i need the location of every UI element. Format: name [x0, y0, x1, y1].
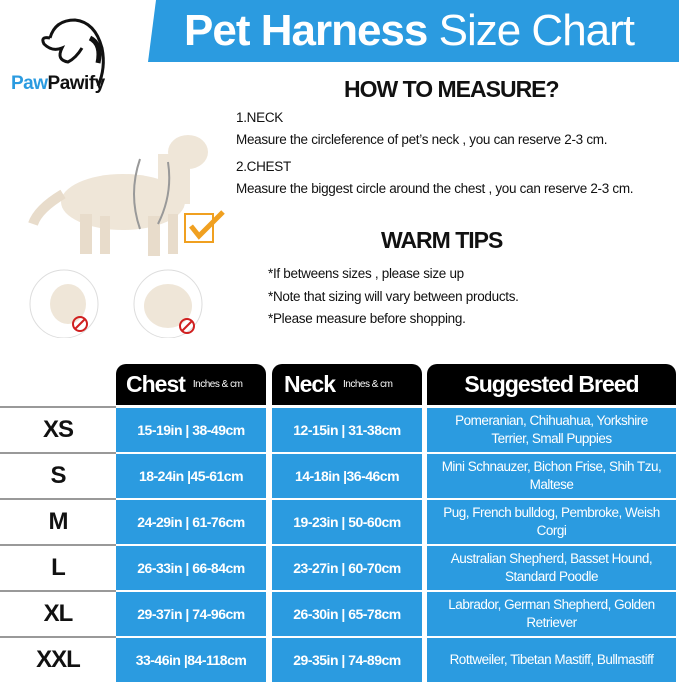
chest-cell: 18-24in |45-61cm: [116, 454, 266, 498]
breed-cell: Pomeranian, Chihuahua, Yorkshire Terrier…: [427, 408, 676, 452]
neck-label: 1.NECK: [236, 110, 283, 125]
brand-part1: Paw: [11, 73, 48, 94]
how-to-measure-heading: HOW TO MEASURE?: [344, 76, 560, 102]
neck-cell: 26-30in | 65-78cm: [272, 592, 422, 636]
tip-item: *Note that sizing will vary between prod…: [268, 289, 519, 304]
row-divider: [0, 406, 116, 408]
column-header-neck: Neck Inches & cm: [272, 364, 422, 405]
chest-cell: 15-19in | 38-49cm: [116, 408, 266, 452]
chest-cell: 24-29in | 61-76cm: [116, 500, 266, 544]
header-unit: Inches & cm: [192, 379, 243, 390]
brand-logo: PawPawify: [11, 73, 105, 95]
wrong-neck-photo: [29, 269, 99, 338]
chest-cell: 33-46in |84-118cm: [116, 638, 266, 682]
chest-cell: 29-37in | 74-96cm: [116, 592, 266, 636]
neck-instructions: Measure the circleference of pet’s neck …: [236, 132, 608, 147]
brand-part2: Pawify: [47, 73, 106, 94]
title-light: Size Chart: [438, 6, 635, 55]
breed-cell: Australian Shepherd, Basset Hound, Stand…: [427, 546, 676, 590]
column-header-chest: Chest Inches & cm: [116, 364, 266, 405]
title-bold: Pet Harness: [184, 6, 428, 55]
row-divider: [0, 590, 116, 592]
size-label: M: [48, 508, 69, 535]
size-label: XS: [42, 416, 74, 443]
tip-item: *If betweens sizes , please size up: [268, 266, 464, 281]
page-title: Pet Harness Size Chart: [184, 6, 635, 56]
breed-cell: Mini Schnauzer, Bichon Frise, Shih Tzu, …: [427, 454, 676, 498]
neck-cell: 12-15in | 31-38cm: [272, 408, 422, 452]
breed-cell: Labrador, German Shepherd, Golden Retrie…: [427, 592, 676, 636]
warm-tips-heading: WARM TIPS: [381, 227, 503, 253]
chest-instructions: Measure the biggest circle around the ch…: [236, 181, 634, 196]
size-label: XL: [43, 600, 74, 627]
header-label: Chest: [126, 371, 186, 397]
breed-cell: Pug, French bulldog, Pembroke, Weish Cor…: [427, 500, 676, 544]
wrong-chest-photo: [133, 269, 203, 338]
check-icon: [184, 210, 225, 243]
title-banner: [148, 0, 679, 62]
size-label: S: [50, 462, 66, 489]
column-header-breed: Suggested Breed: [427, 364, 676, 405]
dog-logo-icon: [41, 18, 105, 87]
row-divider: [0, 544, 116, 546]
neck-cell: 29-35in | 74-89cm: [272, 638, 422, 682]
chest-label: 2.CHEST: [236, 159, 291, 174]
neck-cell: 14-18in |36-46cm: [272, 454, 422, 498]
row-divider: [0, 498, 116, 500]
tip-item: *Please measure before shopping.: [268, 311, 466, 326]
chest-cell: 26-33in | 66-84cm: [116, 546, 266, 590]
neck-cell: 23-27in | 60-70cm: [272, 546, 422, 590]
row-divider: [0, 636, 116, 638]
header-label: Suggested Breed: [464, 371, 639, 397]
size-label: XXL: [36, 646, 81, 673]
dog-harness-photo: [28, 135, 208, 256]
neck-cell: 19-23in | 50-60cm: [272, 500, 422, 544]
breed-cell: Rottweiler, Tibetan Mastiff, Bullmastiff: [427, 638, 676, 682]
size-label: L: [51, 554, 66, 581]
header-label: Neck: [284, 371, 336, 397]
header-unit: Inches & cm: [342, 379, 393, 390]
row-divider: [0, 452, 116, 454]
